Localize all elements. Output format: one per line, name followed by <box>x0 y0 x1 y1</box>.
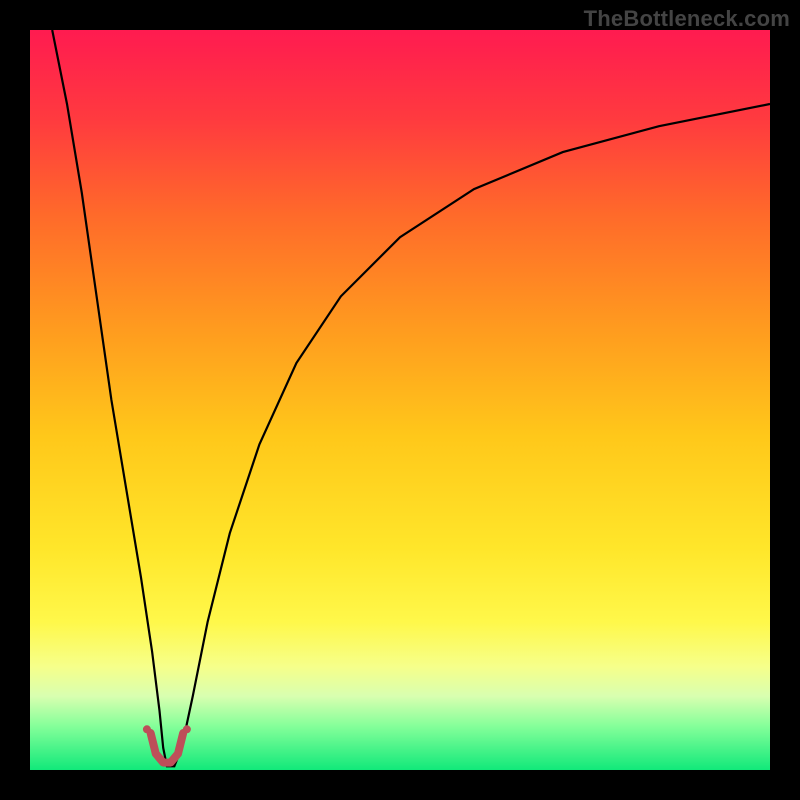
chart-background <box>30 30 770 770</box>
watermark-text: TheBottleneck.com <box>584 6 790 32</box>
minimum-dot <box>143 725 151 733</box>
minimum-dot <box>183 725 191 733</box>
